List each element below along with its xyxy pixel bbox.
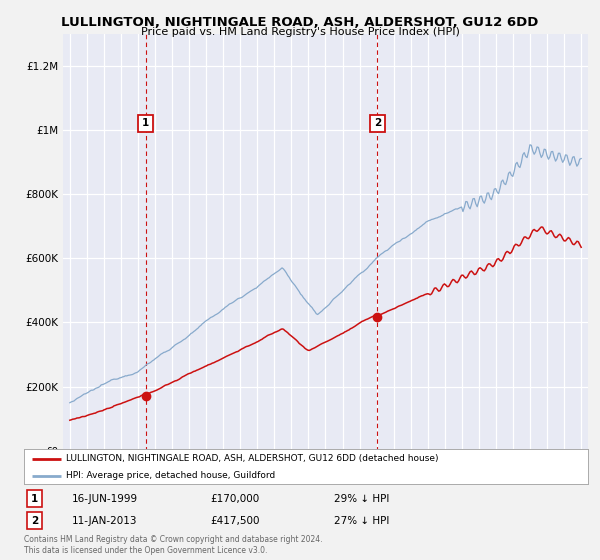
Text: £170,000: £170,000: [210, 494, 259, 504]
Text: 2: 2: [31, 516, 38, 525]
Text: LULLINGTON, NIGHTINGALE ROAD, ASH, ALDERSHOT, GU12 6DD (detached house): LULLINGTON, NIGHTINGALE ROAD, ASH, ALDER…: [66, 455, 439, 464]
Text: Price paid vs. HM Land Registry's House Price Index (HPI): Price paid vs. HM Land Registry's House …: [140, 27, 460, 37]
Text: 29% ↓ HPI: 29% ↓ HPI: [334, 494, 389, 504]
Text: 1: 1: [142, 119, 149, 128]
Text: LULLINGTON, NIGHTINGALE ROAD, ASH, ALDERSHOT, GU12 6DD: LULLINGTON, NIGHTINGALE ROAD, ASH, ALDER…: [61, 16, 539, 29]
Text: 11-JAN-2013: 11-JAN-2013: [72, 516, 137, 525]
Text: HPI: Average price, detached house, Guildford: HPI: Average price, detached house, Guil…: [66, 471, 275, 480]
Text: 27% ↓ HPI: 27% ↓ HPI: [334, 516, 389, 525]
Text: 2: 2: [374, 119, 381, 128]
Text: 16-JUN-1999: 16-JUN-1999: [72, 494, 138, 504]
Text: 1: 1: [31, 494, 38, 504]
Text: £417,500: £417,500: [210, 516, 260, 525]
Text: Contains HM Land Registry data © Crown copyright and database right 2024.
This d: Contains HM Land Registry data © Crown c…: [24, 535, 323, 555]
